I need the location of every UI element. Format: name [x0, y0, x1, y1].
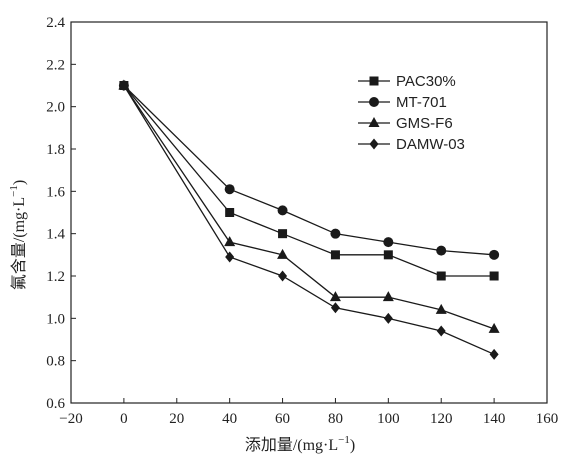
data-point-gms-f6: [277, 248, 289, 259]
data-point-damw-03: [225, 251, 235, 263]
x-tick-label: 140: [483, 411, 506, 427]
data-point-pac30: [330, 250, 340, 260]
legend: PAC30% MT-701 GMS-F6 DAMW-03: [358, 73, 465, 153]
data-point-pac30: [278, 229, 288, 239]
data-point-gms-f6: [224, 236, 236, 247]
y-tick-label: 1.8: [46, 142, 65, 158]
y-tick-label: 1.4: [46, 227, 65, 243]
y-tick-label: 1.0: [46, 311, 65, 327]
data-point-damw-03: [489, 348, 499, 360]
data-point-mt-701: [277, 205, 288, 216]
data-point-mt-701: [436, 245, 447, 256]
legend-item-gms-f6: GMS-F6: [358, 115, 453, 132]
data-point-damw-03: [278, 270, 288, 282]
data-point-gms-f6: [488, 322, 500, 333]
data-point-gms-f6: [329, 291, 341, 302]
x-tick-label: 160: [536, 411, 559, 427]
y-tick-label: 0.8: [46, 354, 65, 370]
legend-item-pac30: PAC30%: [358, 73, 456, 90]
series-mt-701: [118, 80, 500, 260]
data-point-gms-f6: [435, 303, 447, 314]
legend-marker: [368, 117, 380, 127]
x-tick-label: 20: [169, 411, 184, 427]
x-tick-label: 60: [275, 411, 290, 427]
legend-item-mt-701: MT-701: [358, 94, 447, 111]
data-point-gms-f6: [382, 291, 394, 302]
data-point-pac30: [436, 271, 446, 281]
data-point-damw-03: [383, 312, 393, 324]
data-point-damw-03: [330, 302, 340, 314]
data-point-damw-03: [436, 325, 446, 337]
legend-item-damw-03: DAMW-03: [358, 136, 465, 153]
y-axis-title: 氟含量/(mg·L−1): [8, 180, 28, 290]
x-tick-label: −20: [59, 411, 82, 427]
x-tick-label: 100: [377, 411, 400, 427]
data-point-pac30: [225, 208, 235, 217]
y-tick-label: 1.6: [46, 184, 65, 200]
legend-marker: [369, 76, 379, 86]
data-point-damw-03: [119, 80, 129, 91]
y-tick-label: 2.2: [46, 57, 65, 73]
data-point-pac30: [383, 250, 393, 260]
x-axis-title: 添加量/(mg·L−1): [245, 434, 355, 454]
data-point-mt-701: [224, 184, 235, 195]
x-tick-label: 0: [120, 411, 128, 427]
series-damw-03: [119, 80, 499, 360]
legend-label: PAC30%: [396, 73, 456, 90]
y-tick-label: 0.6: [46, 396, 65, 412]
data-point-mt-701: [489, 249, 500, 260]
legend-marker: [369, 97, 379, 107]
legend-label: DAMW-03: [396, 136, 465, 153]
data-point-mt-701: [330, 228, 341, 239]
plot-area: −20 0 20 40 60 80 100 120 140 160 0.6 0.8 1.0 1.2 1.4 1…: [46, 15, 558, 427]
series-layer: [118, 79, 500, 360]
legend-marker: [369, 138, 379, 150]
y-tick-label: 2.0: [46, 100, 65, 116]
y-tick-label: 2.4: [46, 15, 65, 31]
legend-label: MT-701: [396, 94, 447, 111]
y-tick-label: 1.2: [46, 269, 65, 285]
data-point-mt-701: [383, 237, 394, 248]
series-pac30: [119, 81, 499, 281]
legend-label: GMS-F6: [396, 115, 453, 132]
data-point-pac30: [489, 271, 499, 281]
plot-frame: [70, 21, 548, 404]
x-tick-label: 40: [222, 411, 237, 427]
x-tick-label: 120: [430, 411, 453, 427]
x-tick-label: 80: [328, 411, 343, 427]
